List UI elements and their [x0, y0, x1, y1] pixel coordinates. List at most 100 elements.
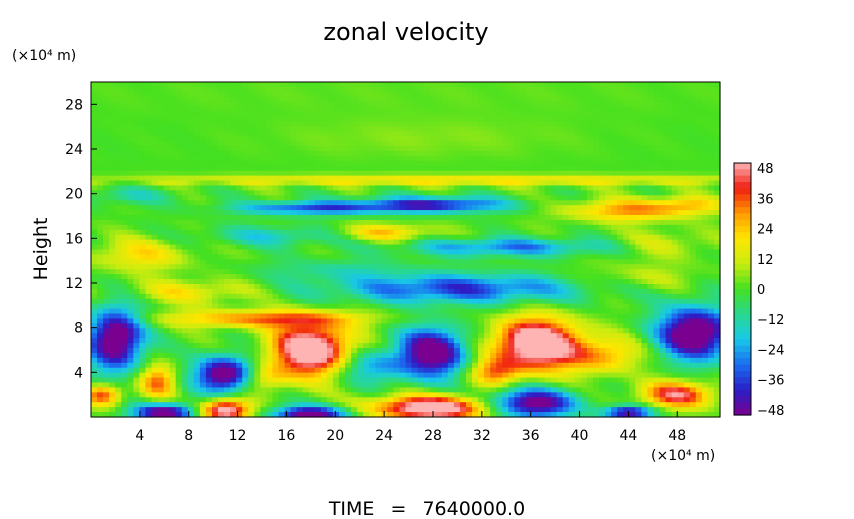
heatmap-cell: [550, 111, 558, 118]
heatmap-cell: [562, 155, 570, 162]
heatmap-cell: [399, 185, 407, 191]
heatmap-cell: [532, 279, 540, 285]
heatmap-cell: [278, 229, 286, 236]
heatmap-cell: [308, 200, 316, 206]
heatmap-cell: [284, 155, 292, 162]
heatmap-cell: [393, 244, 401, 251]
heatmap-cell: [659, 155, 667, 162]
heatmap-cell: [617, 150, 624, 157]
heatmap-cell: [695, 136, 703, 142]
heatmap-cell: [381, 175, 388, 182]
heatmap-cell: [369, 259, 376, 265]
heatmap-cell: [496, 313, 503, 320]
heatmap-cell: [193, 106, 201, 113]
heatmap-cell: [453, 121, 461, 127]
heatmap-cell: [236, 131, 243, 137]
heatmap-cell: [653, 111, 661, 118]
heatmap-cell: [230, 91, 237, 98]
heatmap-cell: [586, 215, 594, 221]
heatmap-cell: [205, 274, 213, 280]
heatmap-cell: [163, 264, 171, 270]
heatmap-cell: [580, 239, 588, 246]
heatmap-cell: [568, 170, 576, 177]
heatmap-cell: [242, 106, 249, 113]
heatmap-cell: [242, 165, 249, 172]
heatmap-cell: [109, 298, 116, 305]
heatmap-cell: [363, 96, 370, 103]
heatmap-cell: [345, 244, 352, 251]
heatmap-cell: [308, 165, 316, 172]
heatmap-cell: [496, 210, 503, 216]
heatmap-cell: [193, 82, 201, 88]
heatmap-cell: [248, 274, 255, 280]
heatmap-cell: [242, 244, 249, 251]
heatmap-cell: [550, 254, 558, 260]
heatmap-cell: [181, 244, 189, 251]
heatmap-cell: [266, 121, 274, 127]
heatmap-cell: [417, 274, 425, 280]
heatmap-cell: [683, 160, 691, 167]
heatmap-cell: [284, 175, 292, 182]
heatmap-cell: [586, 185, 594, 191]
heatmap-cell: [689, 150, 697, 157]
heatmap-cell: [393, 215, 401, 221]
heatmap-cell: [629, 205, 636, 211]
heatmap-cell: [629, 239, 636, 246]
heatmap-cell: [399, 146, 407, 152]
heatmap-cell: [526, 165, 534, 172]
heatmap-cell: [278, 126, 286, 132]
heatmap-cell: [605, 293, 612, 300]
heatmap-cell: [411, 244, 419, 251]
heatmap-cell: [109, 101, 116, 108]
heatmap-cell: [169, 254, 177, 260]
heatmap-cell: [611, 210, 618, 216]
heatmap-cell: [647, 244, 655, 251]
heatmap-cell: [611, 131, 618, 137]
heatmap-cell: [417, 190, 425, 196]
heatmap-cell: [242, 155, 249, 162]
heatmap-cell: [453, 116, 461, 123]
heatmap-cell: [713, 308, 721, 315]
heatmap-cell: [187, 165, 195, 172]
heatmap-cell: [605, 175, 612, 182]
heatmap-cell: [592, 224, 600, 231]
heatmap-cell: [369, 165, 376, 172]
heatmap-cell: [447, 150, 455, 157]
heatmap-cell: [272, 165, 280, 172]
heatmap-cell: [556, 150, 564, 157]
heatmap-cell: [538, 165, 546, 172]
heatmap-cell: [254, 170, 261, 177]
heatmap-cell: [623, 146, 630, 152]
heatmap-cell: [641, 121, 649, 127]
heatmap-cell: [508, 244, 515, 251]
heatmap-cell: [496, 96, 503, 103]
heatmap-cell: [659, 170, 667, 177]
heatmap-cell: [508, 180, 515, 187]
heatmap-cell: [121, 224, 128, 231]
heatmap-cell: [302, 303, 310, 310]
heatmap-cell: [405, 175, 413, 182]
heatmap-cell: [199, 293, 207, 300]
heatmap-cell: [211, 279, 219, 285]
heatmap-cell: [115, 146, 122, 152]
heatmap-cell: [453, 279, 461, 285]
heatmap-cell: [665, 190, 673, 196]
heatmap-cell: [284, 126, 292, 132]
heatmap-cell: [544, 185, 552, 191]
heatmap-cell: [181, 180, 189, 187]
heatmap-cell: [502, 219, 509, 226]
heatmap-cell: [484, 96, 491, 103]
heatmap-cell: [671, 150, 679, 157]
heatmap-cell: [635, 244, 642, 251]
heatmap-cell: [465, 259, 473, 265]
heatmap-cell: [671, 303, 679, 310]
heatmap-cell: [109, 215, 116, 221]
heatmap-cell: [713, 274, 721, 280]
heatmap-cell: [520, 210, 528, 216]
heatmap-cell: [91, 160, 98, 167]
heatmap-cell: [169, 210, 177, 216]
heatmap-cell: [599, 121, 606, 127]
heatmap-cell: [441, 219, 449, 226]
heatmap-cell: [326, 313, 334, 320]
heatmap-cell: [91, 190, 98, 196]
